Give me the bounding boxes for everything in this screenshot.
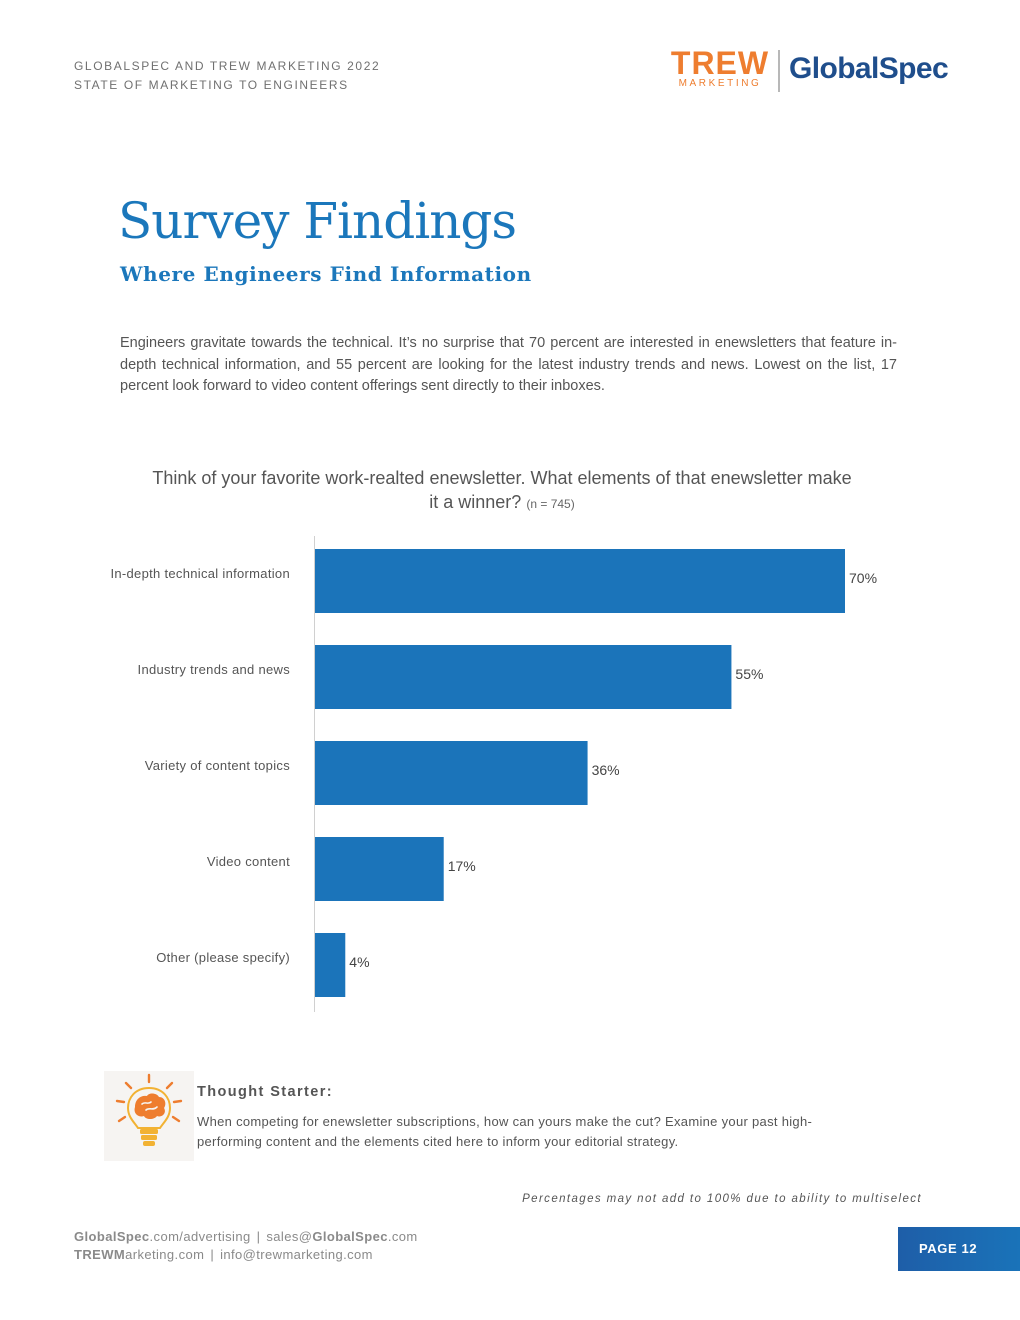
footer-separator: |: [256, 1229, 261, 1244]
sales-email-pre: sales@: [266, 1229, 313, 1244]
trew-link-bold: TREWM: [74, 1247, 126, 1262]
footer-separator: |: [210, 1247, 215, 1262]
footer-contacts: GlobalSpec.com/advertising | sales@GlobalS…: [74, 1228, 418, 1264]
value-label-1: 55%: [735, 666, 763, 682]
thought-starter-body: When competing for enewsletter subscript…: [197, 1114, 813, 1149]
logo-divider: [778, 50, 780, 92]
trew-logo-word: TREW: [670, 45, 770, 81]
chart-sample-size: (n = 745): [526, 497, 575, 511]
sales-email-link[interactable]: sales@GlobalSpec.com: [266, 1229, 417, 1244]
report-header-line1: GLOBALSPEC AND TREW MARKETING 2022: [74, 59, 381, 73]
intro-paragraph: Engineers gravitate towards the technica…: [120, 335, 897, 394]
chart-title: Think of your favorite work-realted enew…: [150, 466, 854, 516]
category-label-2: Variety of content topics: [145, 758, 290, 773]
chart-footnote: Percentages may not add to 100% due to a…: [522, 1193, 922, 1205]
thought-starter-icon-box: [104, 1071, 194, 1161]
category-label-4: Other (please specify): [156, 950, 290, 965]
report-header: GLOBALSPEC AND TREW MARKETING 2022 STATE…: [74, 57, 380, 95]
bar-1: [315, 645, 732, 709]
value-label-3: 17%: [448, 858, 476, 874]
trew-logo-sub: MARKETING: [678, 78, 762, 89]
footer-line-globalspec: GlobalSpec.com/advertising | sales@GlobalS…: [74, 1228, 418, 1246]
bar-0: [315, 549, 845, 613]
page-number-badge: PAGE 12: [898, 1227, 1020, 1271]
report-header-line2: STATE OF MARKETING TO ENGINEERS: [74, 78, 349, 92]
value-label-2: 36%: [592, 762, 620, 778]
value-label-4: 4%: [349, 954, 369, 970]
partner-logos: TREW MARKETING GlobalSpec: [668, 46, 958, 94]
bar-4: [315, 933, 346, 997]
trew-marketing-logo: TREW MARKETING: [668, 46, 772, 90]
globalspec-link-rest: .com/advertising: [149, 1229, 251, 1244]
category-label-1: Industry trends and news: [138, 662, 291, 677]
sales-email-rest: .com: [387, 1229, 418, 1244]
globalspec-link-bold: GlobalSpec: [74, 1229, 150, 1244]
globalspec-advertising-link[interactable]: GlobalSpec.com/advertising: [74, 1229, 251, 1244]
globalspec-logo: GlobalSpec: [789, 52, 949, 85]
thought-starter-heading: Thought Starter:: [197, 1084, 333, 1100]
bar-chart: In-depth technical information 70% Industr…: [110, 536, 877, 1012]
sales-email-bold: GlobalSpec: [312, 1229, 388, 1244]
lightbulb-brain-icon: [115, 1073, 183, 1146]
trew-email-link[interactable]: info@trewmarketing.com: [220, 1247, 373, 1262]
bar-3: [315, 837, 444, 901]
bar-2: [315, 741, 588, 805]
category-label-3: Video content: [207, 854, 290, 869]
value-label-0: 70%: [849, 570, 877, 586]
trew-link-rest: arketing.com: [125, 1247, 205, 1262]
footer-line-trew: TREWMarketing.com | info@trewmarketing.com: [74, 1246, 418, 1264]
trew-site-link[interactable]: TREWMarketing.com: [74, 1247, 204, 1262]
chart-title-text: Think of your favorite work-realted enew…: [152, 468, 852, 512]
page-subtitle: Where Engineers Find Information: [120, 262, 532, 286]
page-title: Survey Findings: [118, 192, 517, 250]
category-label-0: In-depth technical information: [110, 566, 290, 581]
